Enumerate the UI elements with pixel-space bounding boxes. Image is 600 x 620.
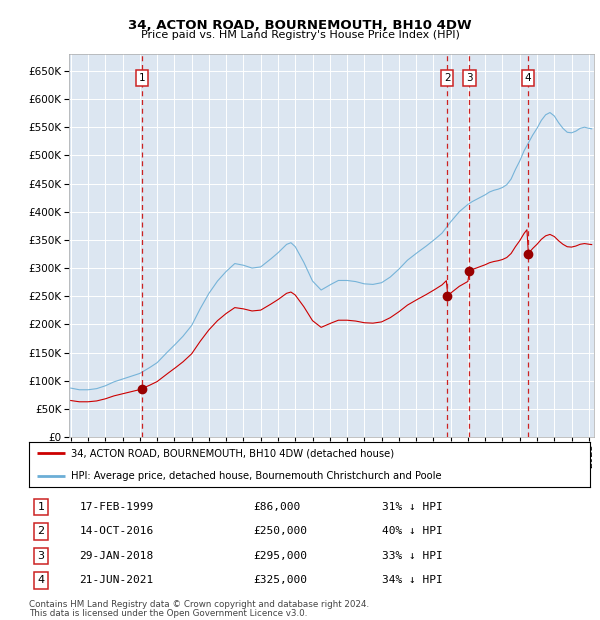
Text: 34% ↓ HPI: 34% ↓ HPI	[382, 575, 443, 585]
Text: £86,000: £86,000	[253, 502, 301, 512]
Text: 4: 4	[524, 73, 531, 82]
Text: 21-JUN-2021: 21-JUN-2021	[79, 575, 154, 585]
Text: 34, ACTON ROAD, BOURNEMOUTH, BH10 4DW (detached house): 34, ACTON ROAD, BOURNEMOUTH, BH10 4DW (d…	[71, 448, 394, 458]
Text: 40% ↓ HPI: 40% ↓ HPI	[382, 526, 443, 536]
Text: 4: 4	[38, 575, 45, 585]
Text: 3: 3	[38, 551, 44, 561]
Text: 2: 2	[444, 73, 451, 82]
Text: Price paid vs. HM Land Registry's House Price Index (HPI): Price paid vs. HM Land Registry's House …	[140, 30, 460, 40]
Text: Contains HM Land Registry data © Crown copyright and database right 2024.: Contains HM Land Registry data © Crown c…	[29, 600, 369, 609]
Text: 31% ↓ HPI: 31% ↓ HPI	[382, 502, 443, 512]
Text: 17-FEB-1999: 17-FEB-1999	[79, 502, 154, 512]
Text: This data is licensed under the Open Government Licence v3.0.: This data is licensed under the Open Gov…	[29, 609, 307, 618]
Text: 2: 2	[38, 526, 45, 536]
Text: 1: 1	[38, 502, 44, 512]
Text: 33% ↓ HPI: 33% ↓ HPI	[382, 551, 443, 561]
Text: 14-OCT-2016: 14-OCT-2016	[79, 526, 154, 536]
Text: 3: 3	[466, 73, 473, 82]
Text: HPI: Average price, detached house, Bournemouth Christchurch and Poole: HPI: Average price, detached house, Bour…	[71, 471, 442, 480]
Text: £250,000: £250,000	[253, 526, 307, 536]
Text: 29-JAN-2018: 29-JAN-2018	[79, 551, 154, 561]
Text: 1: 1	[139, 73, 145, 82]
Text: £325,000: £325,000	[253, 575, 307, 585]
Text: 34, ACTON ROAD, BOURNEMOUTH, BH10 4DW: 34, ACTON ROAD, BOURNEMOUTH, BH10 4DW	[128, 19, 472, 32]
Text: £295,000: £295,000	[253, 551, 307, 561]
